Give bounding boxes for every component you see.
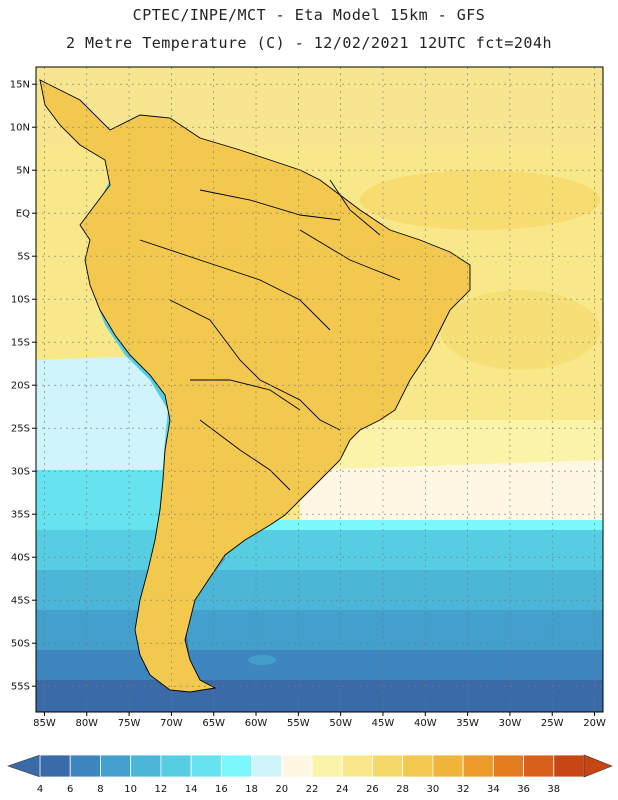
lon-label: 65W: [202, 718, 225, 729]
colorbar-label: 34: [487, 784, 500, 795]
colorbar-swatch: [492, 754, 524, 778]
lon-label: 75W: [118, 718, 141, 729]
map-title-line2: 2 Metre Temperature (C) - 12/02/2021 12U…: [65, 34, 553, 52]
lat-label: 10N: [10, 123, 30, 134]
colorbar-label: 36: [517, 784, 530, 795]
lon-label: 25W: [541, 718, 564, 729]
colorbar-arrow-high: [583, 754, 613, 778]
lat-label: 40S: [11, 553, 30, 564]
map-title-line1: CPTEC/INPE/MCT - Eta Model 15km - GFS: [132, 6, 486, 24]
colorbar-label: 6: [67, 784, 73, 795]
colorbar-label: 16: [215, 784, 228, 795]
lat-label: EQ: [16, 209, 30, 220]
lat-label: 35S: [11, 510, 30, 521]
colorbar-label: 28: [396, 784, 409, 795]
map-field: [36, 67, 603, 712]
lon-label: 85W: [33, 718, 56, 729]
lat-label: 45S: [11, 596, 30, 607]
colorbar-swatch: [462, 754, 494, 778]
colorbar-label: 8: [97, 784, 103, 795]
lon-label: 40W: [414, 718, 437, 729]
colorbar-swatch: [341, 754, 373, 778]
colorbar-label: 4: [37, 784, 43, 795]
colorbar-swatch: [190, 754, 222, 778]
lon-label: 30W: [499, 718, 522, 729]
map-frame: [35, 66, 604, 713]
latitude-labels: 15N 10N 5N EQ 5S 10S 15S 20S 25S 30S 35S 40S 45S 50S 5…: [10, 80, 36, 693]
colorbar-label: 12: [155, 784, 168, 795]
lat-label: 30S: [11, 467, 30, 478]
colorbar-label: 10: [124, 784, 137, 795]
colorbar-label: 22: [306, 784, 319, 795]
colorbar-swatch: [130, 754, 162, 778]
colorbar-swatch: [281, 754, 313, 778]
colorbar-swatch: [220, 754, 252, 778]
lat-label: 10S: [11, 295, 30, 306]
lon-label: 80W: [75, 718, 98, 729]
colorbar-swatch: [523, 754, 555, 778]
lon-label: 35W: [456, 718, 479, 729]
colorbar-label: 38: [547, 784, 560, 795]
lon-label: 70W: [160, 718, 183, 729]
lon-label: 55W: [287, 718, 310, 729]
colorbar-arrow-low: [7, 754, 41, 778]
lat-label: 25S: [11, 424, 30, 435]
lat-label: 5N: [16, 166, 30, 177]
colorbar-label: 20: [275, 784, 288, 795]
colorbar-swatch: [160, 754, 192, 778]
colorbar-label: 26: [366, 784, 379, 795]
colorbar-swatch: [553, 754, 585, 778]
lat-label: 50S: [11, 639, 30, 650]
colorbar-swatch: [251, 754, 283, 778]
colorbar-swatch: [402, 754, 434, 778]
colorbar-label: 24: [336, 784, 349, 795]
colorbar-swatch: [311, 754, 343, 778]
colorbar-swatch: [372, 754, 404, 778]
lon-label: 50W: [329, 718, 352, 729]
colorbar: 4 6 8 10 12 14 16 18 20 22 24 26 28 30 32 34 36 38: [7, 754, 613, 795]
lat-lon-grid: [36, 67, 603, 712]
longitude-labels: 85W 80W 75W 70W 65W 60W 55W 50W 45W 40W 35W 30W 25W 2…: [33, 712, 606, 729]
lat-label: 15S: [11, 338, 30, 349]
colorbar-swatch: [39, 754, 71, 778]
lat-label: 20S: [11, 381, 30, 392]
lat-label: 5S: [17, 252, 30, 263]
colorbar-label: 30: [427, 784, 440, 795]
colorbar-swatch: [432, 754, 464, 778]
lon-label: 20W: [583, 718, 606, 729]
colorbar-swatch: [69, 754, 101, 778]
colorbar-swatch: [100, 754, 132, 778]
colorbar-label: 18: [245, 784, 258, 795]
lat-label: 15N: [10, 80, 30, 91]
colorbar-label: 32: [457, 784, 470, 795]
lat-label: 55S: [11, 682, 30, 693]
lon-label: 45W: [372, 718, 395, 729]
lon-label: 60W: [245, 718, 268, 729]
colorbar-label: 14: [185, 784, 198, 795]
